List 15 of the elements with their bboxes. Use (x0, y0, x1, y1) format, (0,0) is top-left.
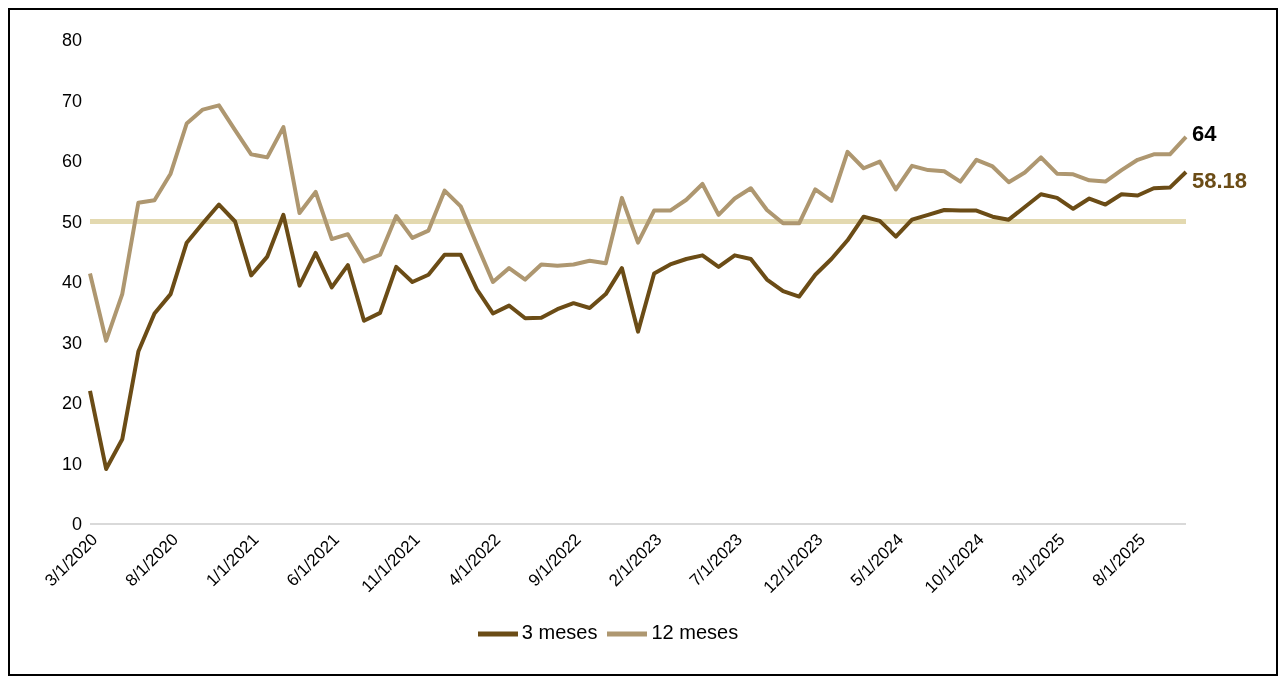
data-label: 58.18 (1192, 168, 1248, 194)
y-tick-label: 50 (61, 211, 82, 232)
y-tick-label: 60 (61, 151, 82, 172)
legend-label: 12 meses (651, 621, 739, 644)
y-tick-label: 10 (61, 453, 82, 474)
y-tick-label: 40 (61, 272, 82, 293)
legend-label: 3 meses (521, 621, 598, 644)
y-tick-label: 20 (61, 393, 82, 414)
line-series (88, 103, 1188, 343)
y-tick-label: 30 (61, 332, 82, 353)
line-series (88, 170, 1188, 471)
y-tick-label: 0 (71, 514, 82, 535)
data-label: 64 (1192, 120, 1218, 146)
y-tick-label: 70 (61, 90, 82, 111)
y-tick-label: 80 (61, 30, 82, 51)
